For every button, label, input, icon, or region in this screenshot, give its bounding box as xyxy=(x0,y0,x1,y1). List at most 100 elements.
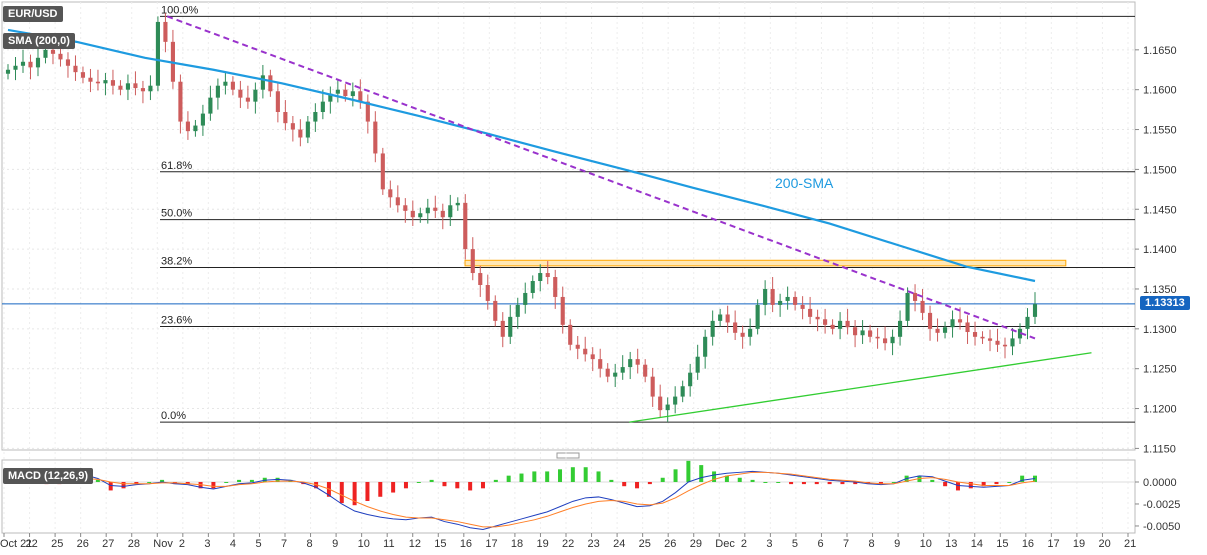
candle-body xyxy=(575,344,580,349)
macd-histogram-bar xyxy=(339,481,344,504)
axes: 1.1650 1.1600 1.1550 1.1500 1.1450 1.1400 1.13… xyxy=(0,45,1177,550)
x-tick-label: 3 xyxy=(204,538,210,550)
candle-body xyxy=(950,319,955,328)
candle-body xyxy=(995,340,1000,345)
candle-body xyxy=(230,81,235,90)
candle-body xyxy=(73,65,78,73)
candle-body xyxy=(920,300,925,313)
y-tick-label: 1.1150 xyxy=(1143,443,1176,455)
candle-body xyxy=(5,69,11,74)
fib-label: 61.8% xyxy=(161,160,192,172)
candle-body xyxy=(868,330,873,337)
candle-body xyxy=(433,207,438,211)
x-tick-label: 6 xyxy=(817,538,823,550)
x-tick-label: 14 xyxy=(971,538,983,550)
macd-histogram-bar xyxy=(622,481,627,487)
current-price-tag: 1.13313 xyxy=(1140,296,1190,310)
candle-body xyxy=(185,121,190,132)
macd-histogram-bar xyxy=(95,479,100,482)
y-tick-label: 1.1550 xyxy=(1143,125,1177,137)
candle-body xyxy=(425,207,430,214)
candle-body xyxy=(50,49,56,54)
macd-histogram-bar xyxy=(532,471,537,482)
macd-histogram-bar xyxy=(493,479,498,482)
macd-histogram-bar xyxy=(468,481,473,491)
y-tick-label: 1.1450 xyxy=(1143,204,1177,216)
candle-body xyxy=(1010,338,1015,347)
x-tick-label: Dec xyxy=(715,538,735,550)
candle-body xyxy=(343,89,348,97)
candle-body xyxy=(418,213,423,218)
macd-indicator-label[interactable]: MACD (12,26,9) xyxy=(3,468,94,484)
x-tick-label: Nov xyxy=(153,538,173,550)
candle-body xyxy=(665,404,670,411)
x-tick-label: 7 xyxy=(843,538,849,550)
macd-histogram-bar xyxy=(699,465,704,482)
y-tick-label: 1.1200 xyxy=(1143,404,1177,416)
macd-tick-label: -0.0050 xyxy=(1143,521,1180,533)
candle-body xyxy=(620,367,625,373)
candle-body xyxy=(987,338,993,341)
candle-body xyxy=(35,57,41,68)
candle-body xyxy=(778,300,783,305)
fib-label: 50.0% xyxy=(161,208,192,220)
macd-histogram-bar xyxy=(391,481,396,493)
candle-body xyxy=(883,338,888,344)
support-line xyxy=(629,352,1092,423)
candle-body xyxy=(223,81,228,86)
x-tick-label: 11 xyxy=(383,538,394,550)
candle-body xyxy=(328,93,333,102)
candle-body xyxy=(245,97,250,102)
candle-body xyxy=(890,336,895,344)
x-tick-label: 8 xyxy=(307,538,313,550)
symbol-label[interactable]: EUR/USD xyxy=(3,6,63,22)
candle-body xyxy=(815,316,820,320)
candle-body xyxy=(335,89,340,94)
macd-histogram-bar xyxy=(121,481,126,489)
candle-body xyxy=(380,153,385,190)
macd-histogram-bar xyxy=(1007,481,1012,483)
x-tick-label: 5 xyxy=(255,538,261,550)
macd-panel: 0.0000 -0.0025 -0.0050 xyxy=(2,460,1180,533)
x-tick-label: 15 xyxy=(996,538,1008,550)
candle-body xyxy=(410,210,415,218)
macd-histogram-bar xyxy=(763,481,768,483)
macd-histogram-bar xyxy=(519,473,524,482)
candle-body xyxy=(635,359,640,365)
y-tick-label: 1.1400 xyxy=(1143,244,1177,256)
candle-body xyxy=(148,85,153,92)
macd-histogram-bar xyxy=(147,481,152,483)
macd-histogram-bar xyxy=(224,481,229,483)
sma-indicator-label[interactable]: SMA (200,0) xyxy=(3,33,75,49)
candle-body xyxy=(568,324,573,345)
candle-body xyxy=(440,210,445,218)
downtrend-line xyxy=(166,15,1036,340)
macd-histogram-bar xyxy=(198,481,203,489)
x-tick-label: 5 xyxy=(792,538,798,550)
candle-body xyxy=(875,336,880,339)
candle-body xyxy=(688,372,693,387)
candle-body xyxy=(965,322,970,333)
candle-body xyxy=(538,273,543,282)
candle-body xyxy=(830,324,835,329)
x-tick-label: 22 xyxy=(26,538,38,550)
candle-body xyxy=(912,292,918,301)
candle-body xyxy=(523,292,528,305)
candle-body xyxy=(845,320,850,328)
candle-body xyxy=(365,101,370,122)
fib-label: 23.6% xyxy=(161,314,192,326)
candle-body xyxy=(763,288,768,305)
x-tick-label: 25 xyxy=(51,538,63,550)
macd-histogram-bar xyxy=(558,469,563,482)
candle-body xyxy=(283,112,288,124)
candle-body xyxy=(290,123,295,130)
candle-body xyxy=(118,85,123,90)
candle-body xyxy=(748,328,753,337)
candle-body xyxy=(448,205,453,218)
x-tick-label: 9 xyxy=(332,538,338,550)
candle-body xyxy=(793,296,798,305)
resistance-zone xyxy=(464,259,1067,267)
candle-body xyxy=(583,348,588,355)
macd-histogram-bar xyxy=(416,481,421,483)
x-tick-label: 8 xyxy=(869,538,875,550)
